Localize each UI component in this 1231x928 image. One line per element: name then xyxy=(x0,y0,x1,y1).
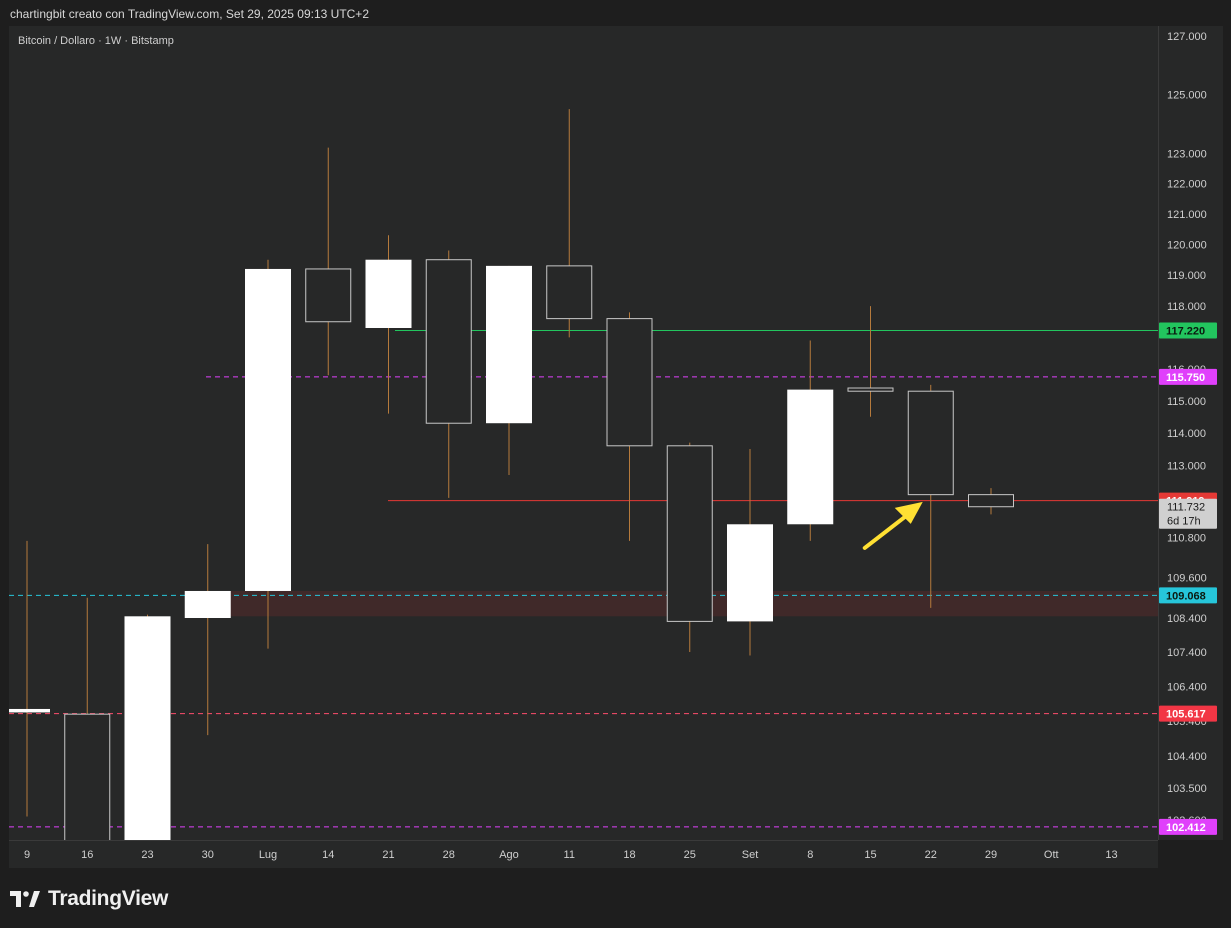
price-tag-label-1: 115.750 xyxy=(1166,372,1205,384)
price-tick-label: 114.000 xyxy=(1167,428,1206,440)
candle-body-8 xyxy=(486,265,532,424)
price-tick-label: 115.000 xyxy=(1167,396,1206,408)
time-tick-label: 15 xyxy=(864,849,876,861)
price-tag-label-3: 109.068 xyxy=(1166,590,1206,602)
time-tick-label: 23 xyxy=(141,849,153,861)
price-tag-3 xyxy=(1159,587,1217,604)
price-tag-0 xyxy=(1159,322,1217,339)
annotation-arrow-shaft xyxy=(862,511,911,550)
time-axis[interactable] xyxy=(9,840,1158,869)
price-tick-label: 106.400 xyxy=(1167,681,1207,693)
candle-body-15 xyxy=(907,390,954,496)
price-tick-label: 120.000 xyxy=(1167,239,1207,251)
footer xyxy=(0,868,1231,928)
time-tick-label: Set xyxy=(742,849,759,861)
time-tick-label: 29 xyxy=(985,849,997,861)
price-tick-label: 104.400 xyxy=(1167,751,1207,763)
candle-body-9 xyxy=(546,265,593,320)
candle-body-7 xyxy=(425,259,472,424)
tradingview-wordmark: TradingView xyxy=(48,887,169,910)
time-tick-label: Ago xyxy=(499,849,519,861)
candle-body-11 xyxy=(666,445,713,622)
last-price-tag xyxy=(1159,498,1217,529)
price-tag-1 xyxy=(1159,368,1217,385)
time-tick-label: 28 xyxy=(443,849,455,861)
price-tag-label-5: 102.412 xyxy=(1166,822,1206,834)
price-tag-5 xyxy=(1159,818,1217,835)
time-tick-label: 9 xyxy=(24,849,30,861)
price-tick-label: 118.000 xyxy=(1167,301,1206,313)
countdown-label: 6d 17h xyxy=(1167,516,1201,528)
price-tick-label: 123.000 xyxy=(1167,149,1207,161)
candle-body-16 xyxy=(968,494,1014,508)
price-tick-label: 110.800 xyxy=(1167,533,1206,545)
chart-caption: chartingbit creato con TradingView.com, … xyxy=(10,7,369,21)
time-tick-label: 30 xyxy=(202,849,214,861)
price-tick-label: 125.000 xyxy=(1167,89,1207,101)
price-axis[interactable] xyxy=(1158,26,1223,840)
price-tick-label: 122.000 xyxy=(1167,179,1207,191)
time-tick-label: 8 xyxy=(807,849,813,861)
candle-body-0 xyxy=(9,708,50,713)
plot-layer xyxy=(9,109,1158,840)
price-tag-4 xyxy=(1159,705,1217,722)
candle-body-5 xyxy=(305,268,352,323)
candle-body-12 xyxy=(727,524,773,622)
candle-body-10 xyxy=(606,318,653,447)
price-tick-label: 109.600 xyxy=(1167,573,1207,585)
tradingview-logo-icon xyxy=(10,891,40,907)
price-tag-label-4: 105.617 xyxy=(1166,709,1206,721)
time-tick-label: Lug xyxy=(259,849,277,861)
time-tick-label: 18 xyxy=(623,849,635,861)
price-tag-label-0: 117.220 xyxy=(1166,326,1205,338)
price-tick-label: 108.400 xyxy=(1167,613,1207,625)
price-tick-label: 113.000 xyxy=(1167,460,1206,472)
last-price-label: 111.732 xyxy=(1167,502,1205,514)
price-tick-label: 119.000 xyxy=(1167,270,1206,282)
time-tick-label: 21 xyxy=(382,849,394,861)
time-tick-label: 22 xyxy=(925,849,937,861)
price-tick-label: 107.400 xyxy=(1167,647,1207,659)
price-tick-label: 127.000 xyxy=(1167,31,1207,43)
symbol-label: Bitcoin / Dollaro · 1W · Bitstamp xyxy=(18,35,174,47)
time-tick-label: 16 xyxy=(81,849,93,861)
annotation-arrow-head xyxy=(894,501,923,524)
candle-body-6 xyxy=(365,259,412,329)
candle-body-2 xyxy=(124,616,171,840)
time-tick-label: 13 xyxy=(1105,849,1117,861)
time-tick-label: 14 xyxy=(322,849,334,861)
tradingview-logo[interactable]: TradingView xyxy=(10,887,168,911)
time-tick-label: Ott xyxy=(1044,849,1059,861)
price-tick-label: 121.000 xyxy=(1167,209,1207,221)
time-tick-label: 11 xyxy=(564,849,575,861)
candle-body-14 xyxy=(847,387,894,392)
candle-body-3 xyxy=(184,590,231,618)
chart-pane[interactable] xyxy=(9,26,1158,840)
candle-body-4 xyxy=(245,268,291,591)
candle-body-1 xyxy=(64,713,111,840)
candle-body-13 xyxy=(787,389,834,525)
time-tick-label: 25 xyxy=(684,849,696,861)
price-tick-label: 103.500 xyxy=(1167,783,1207,795)
top-caption-bar: chartingbit creato con TradingView.com, … xyxy=(0,0,1231,26)
